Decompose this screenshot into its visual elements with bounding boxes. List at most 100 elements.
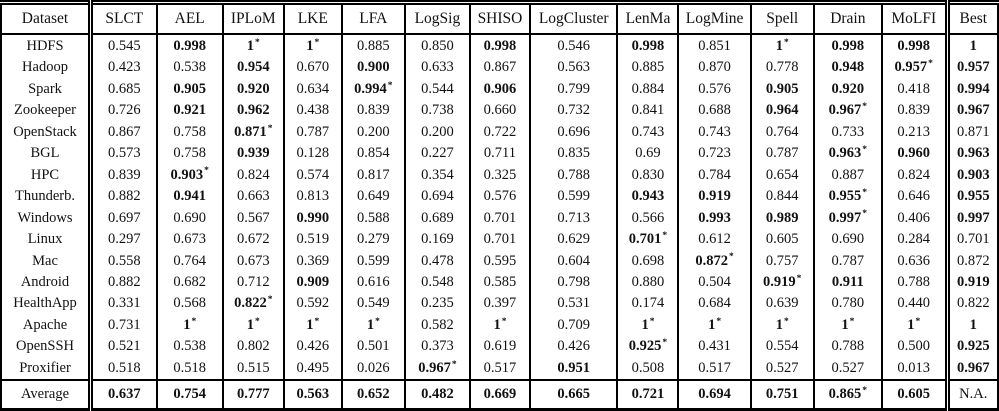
cell-value: 0.993 xyxy=(698,209,731,226)
average-cell-lfa: 0.652 xyxy=(340,379,406,410)
cell-value: 0.548 xyxy=(421,274,454,291)
table-row-proxifier: Proxifier 0.518 0.518 0.515 0.495 0.026 0.967*… xyxy=(0,357,999,380)
accuracy-cell-lfa: 0.854 xyxy=(340,142,406,164)
cell-value: 0.784 xyxy=(698,166,731,183)
cell-value: 0.599 xyxy=(357,252,390,269)
accuracy-cell-molfi: 0.406 xyxy=(880,206,949,229)
accuracy-cell-lenma: 0.830 xyxy=(616,164,680,186)
cell-value: 0.438 xyxy=(296,102,330,119)
cell-value: 0.994 xyxy=(354,80,387,97)
accuracy-cell-lfa: 0.279 xyxy=(340,228,406,250)
table-row-mac: Mac 0.558 0.764 0.673 0.369 0.599 0.478 0.595 0.… xyxy=(0,249,999,272)
cell-value: 0.835 xyxy=(557,145,591,162)
accuracy-cell-iplom: 0.663 xyxy=(221,185,285,207)
cell-value: 0.757 xyxy=(765,252,799,269)
cell-value: 0.517 xyxy=(483,360,517,377)
average-best-cell: N.A. xyxy=(944,379,999,410)
best-star-icon: * xyxy=(314,37,320,48)
cell-value: 0.426 xyxy=(296,338,330,355)
cell-value: 0.712 xyxy=(236,274,270,291)
accuracy-cell-logcluster: 0.696 xyxy=(528,121,619,143)
accuracy-cell-drain: 0.527 xyxy=(812,357,883,380)
best-cell: 1 xyxy=(944,34,999,57)
cell-value: 0.963 xyxy=(828,145,862,162)
cell-value: 1 xyxy=(708,316,716,333)
accuracy-cell-spell: 0.639 xyxy=(749,292,815,315)
accuracy-cell-spell: 0.757 xyxy=(749,249,815,272)
accuracy-cell-molfi: 1* xyxy=(880,314,949,336)
accuracy-cell-shiso: 1* xyxy=(468,314,531,336)
cell-value: 0.331 xyxy=(108,295,141,312)
cell-value: 1 xyxy=(493,316,501,333)
cell-value: 0.871 xyxy=(234,123,267,140)
accuracy-cell-logmine: 0.576 xyxy=(677,78,752,100)
cell-value: 0.994 xyxy=(956,80,990,97)
cell-value: 0.880 xyxy=(631,274,665,291)
cell-value: 0.574 xyxy=(296,166,330,183)
best-star-icon: * xyxy=(729,252,734,263)
cell-value: 0.592 xyxy=(296,295,330,312)
cell-value: 1 xyxy=(775,316,783,333)
cell-value: 0.885 xyxy=(357,37,390,54)
accuracy-cell-logmine: 0.688 xyxy=(677,99,752,122)
accuracy-cell-iplom: 1* xyxy=(221,314,285,336)
dataset-label: Windows xyxy=(0,206,94,229)
accuracy-cell-logsig: 0.354 xyxy=(403,164,471,186)
accuracy-cell-logcluster: 0.788 xyxy=(528,164,619,186)
cell-value: 0.963 xyxy=(956,145,990,162)
accuracy-cell-molfi: 0.500 xyxy=(880,335,949,358)
table-row-linux: Linux 0.297 0.673 0.672 0.519 0.279 0.169 0.701… xyxy=(0,228,999,250)
cell-value: 0.787 xyxy=(296,123,330,140)
cell-value: 0.517 xyxy=(698,360,731,377)
col-header-dataset: Dataset xyxy=(0,2,94,35)
cell-value: 0.369 xyxy=(296,252,330,269)
accuracy-cell-logcluster: 0.426 xyxy=(528,335,619,358)
best-star-icon: * xyxy=(267,295,273,306)
accuracy-cell-spell: 0.919* xyxy=(749,271,815,293)
best-cell: 0.925 xyxy=(944,335,999,358)
accuracy-cell-iplom: 0.871* xyxy=(221,121,285,143)
cell-value: 0.939 xyxy=(236,145,270,162)
accuracy-cell-molfi: 0.646 xyxy=(880,185,949,207)
cell-value: 0.538 xyxy=(173,338,207,355)
accuracy-cell-logsig: 0.738 xyxy=(403,99,471,122)
cell-value: 0.558 xyxy=(108,252,141,269)
cell-value: 0.758 xyxy=(173,123,207,140)
average-cell-lenma: 0.721 xyxy=(616,379,680,410)
cell-value: 0.604 xyxy=(557,252,591,269)
best-cell: 0.872 xyxy=(944,249,999,272)
accuracy-cell-spell: 0.964 xyxy=(749,99,815,122)
accuracy-cell-iplom: 0.954 xyxy=(221,56,285,79)
accuracy-cell-logcluster: 0.629 xyxy=(528,228,619,250)
col-header-spell: Spell xyxy=(749,2,815,35)
cell-value: 0.576 xyxy=(698,80,731,97)
cell-value: 0.962 xyxy=(236,102,270,119)
cell-value: 0.495 xyxy=(296,360,330,377)
col-header-drain: Drain xyxy=(812,2,883,35)
cell-value: 0.919 xyxy=(763,274,796,291)
cell-value: 0.909 xyxy=(296,274,330,291)
accuracy-cell-molfi: 0.839 xyxy=(880,99,949,122)
cell-value: 0.903 xyxy=(170,166,204,183)
accuracy-cell-drain: 0.967* xyxy=(812,99,883,122)
best-star-icon: * xyxy=(849,316,855,327)
cell-value: 0.639 xyxy=(765,295,799,312)
accuracy-cell-shiso: 0.619 xyxy=(468,335,531,358)
cell-value: 0.325 xyxy=(483,166,517,183)
accuracy-cell-lfa: 0.599 xyxy=(340,249,406,272)
cell-value: 0.839 xyxy=(897,102,931,119)
best-star-icon: * xyxy=(204,166,209,177)
cell-value: 0.665 xyxy=(557,386,591,403)
accuracy-cell-lenma: 0.880 xyxy=(616,271,680,293)
cell-value: 0.688 xyxy=(698,102,731,119)
cell-value: 1 xyxy=(641,316,649,333)
cell-value: 0.397 xyxy=(483,295,517,312)
cell-value: 0.722 xyxy=(483,123,517,140)
accuracy-cell-logcluster: 0.835 xyxy=(528,142,619,164)
cell-value: 0.026 xyxy=(357,360,390,377)
cell-value: 0.787 xyxy=(831,252,865,269)
cell-value: 0.813 xyxy=(296,188,330,205)
cell-value: 1 xyxy=(306,316,314,333)
accuracy-cell-lenma: 0.884 xyxy=(616,78,680,100)
cell-value: 0.501 xyxy=(357,338,390,355)
